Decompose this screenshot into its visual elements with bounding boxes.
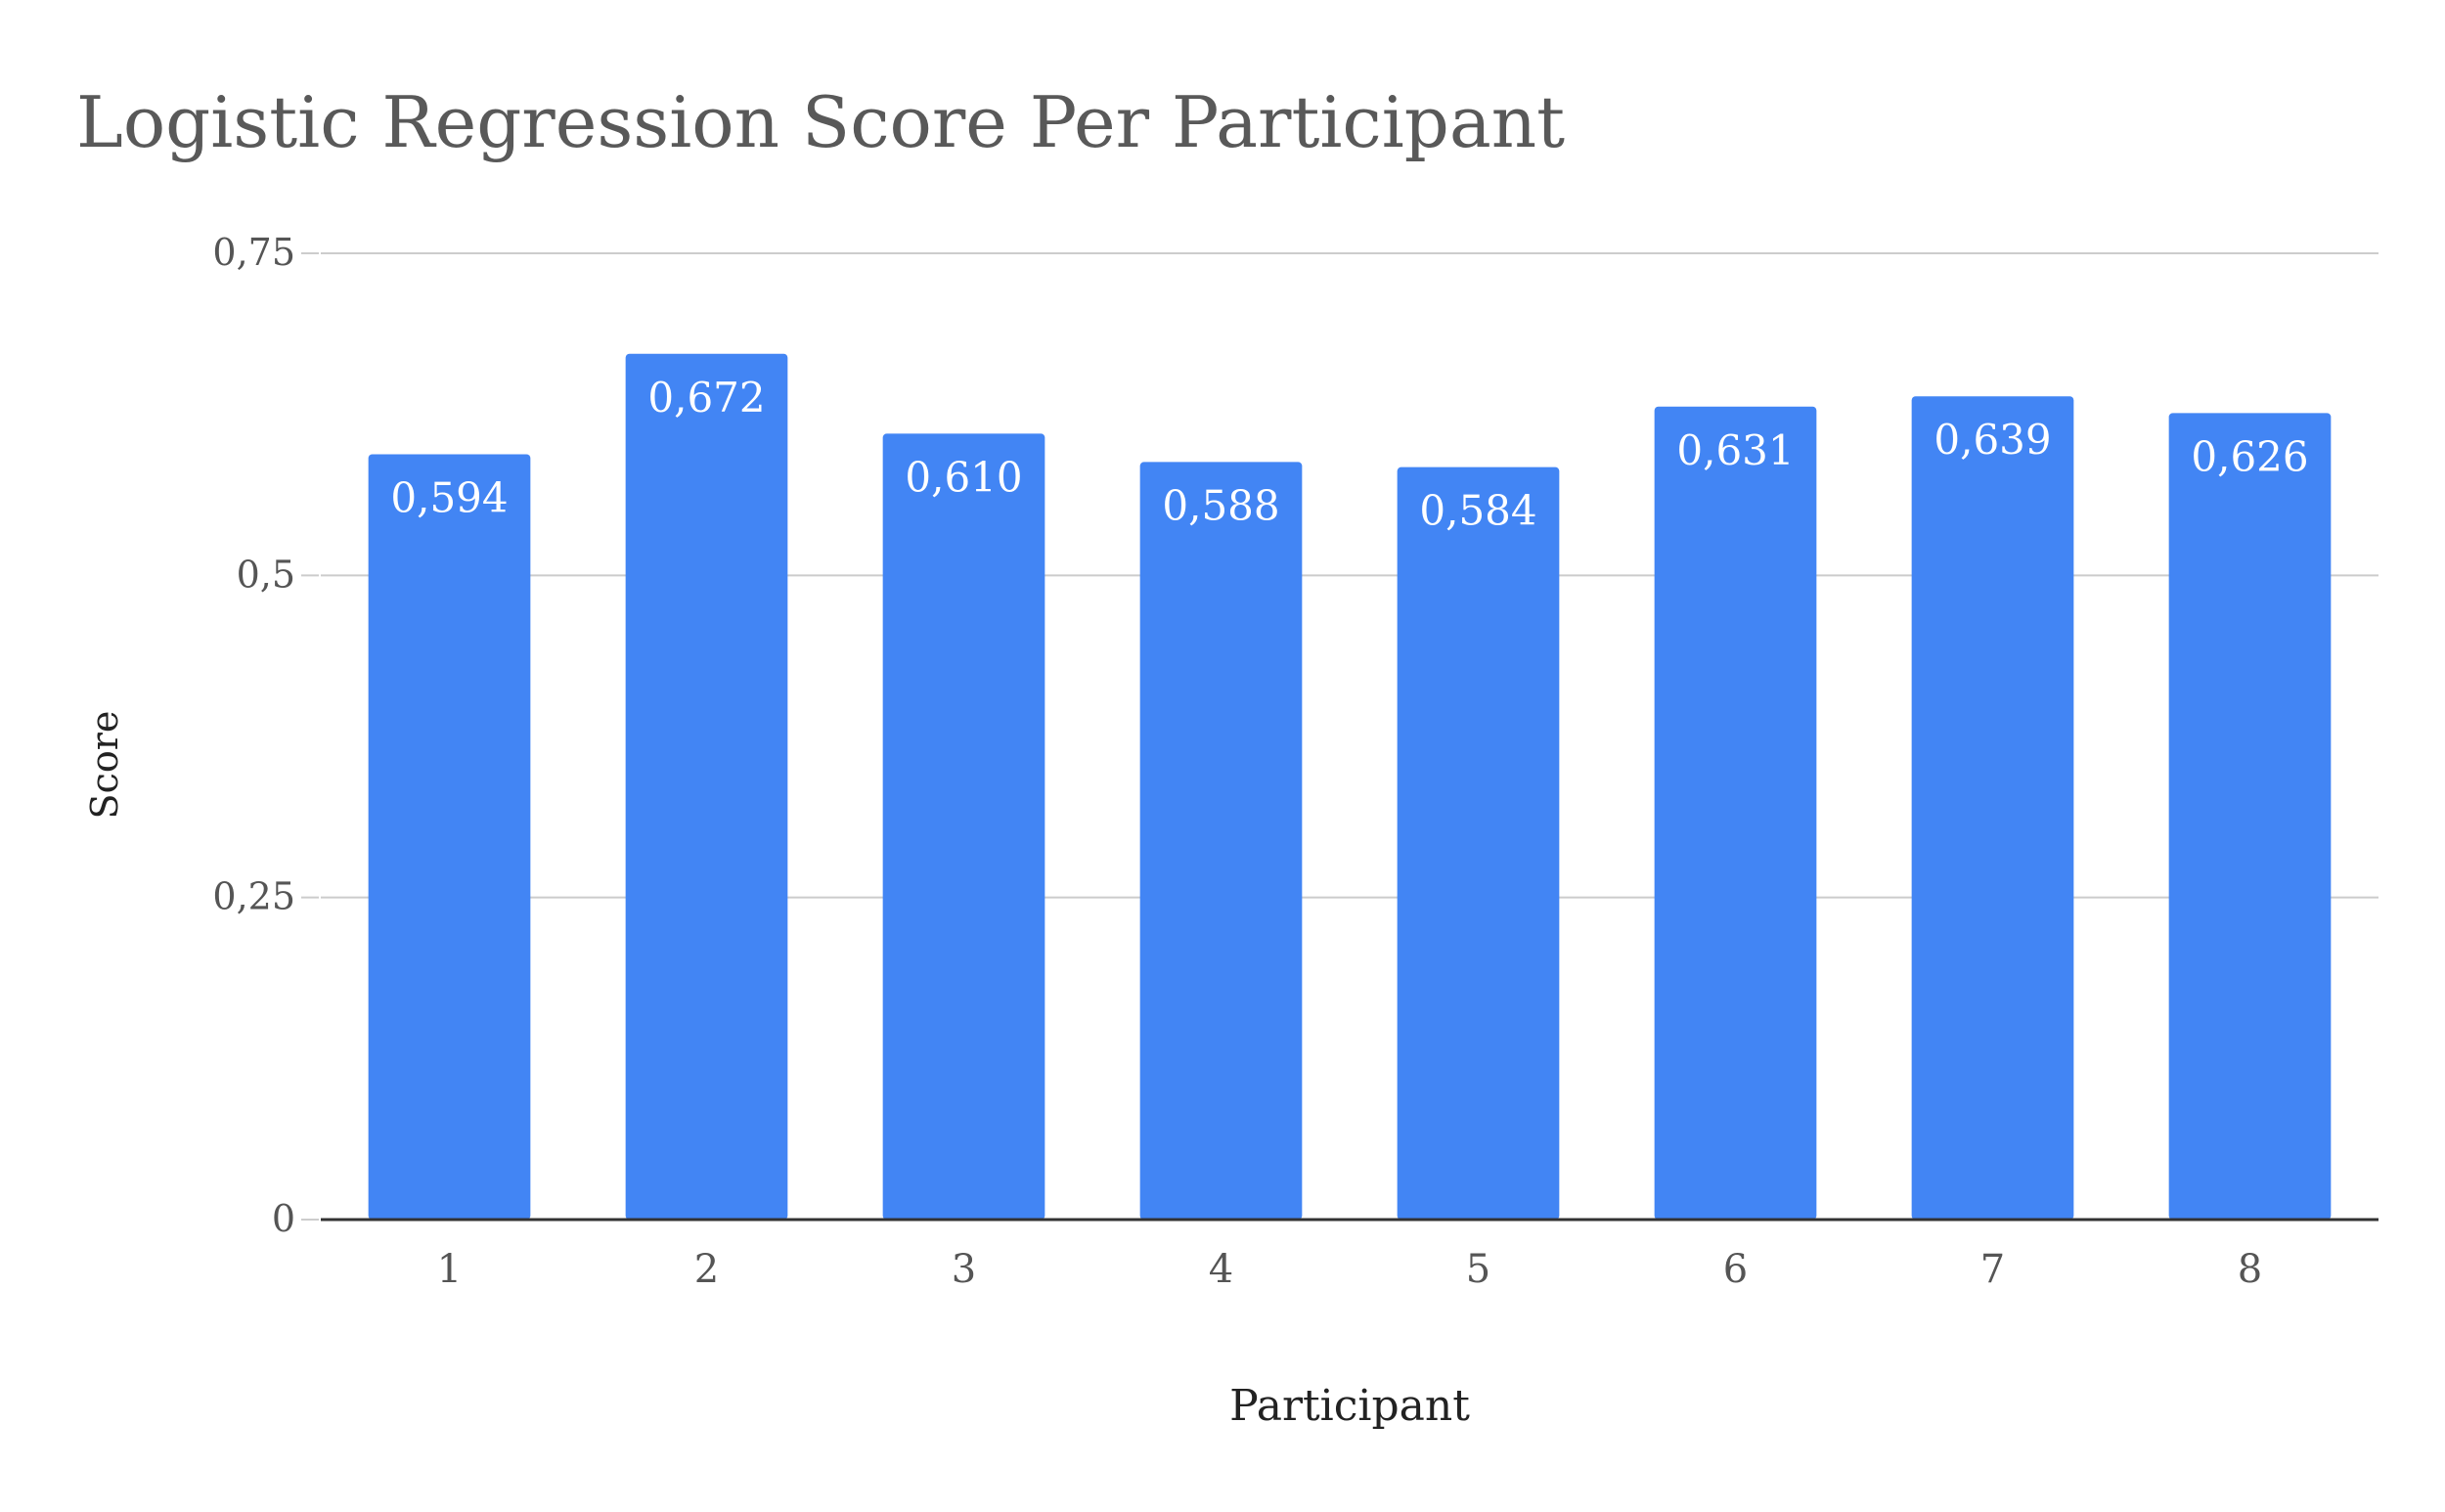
bar-value-label: 0,584	[1419, 487, 1536, 535]
x-tick-label: 3	[952, 1247, 976, 1292]
bar-participant-1	[368, 454, 531, 1220]
bar-value-label: 0,639	[1934, 416, 2051, 464]
bar-value-label: 0,626	[2191, 432, 2308, 480]
x-tick-label: 5	[1466, 1247, 1490, 1292]
bar-participant-7	[1911, 396, 2074, 1220]
x-tick-label: 4	[1209, 1247, 1233, 1292]
x-tick-label: 8	[2238, 1247, 2262, 1292]
bar-participant-2	[625, 353, 788, 1220]
bar-value-label: 0,610	[905, 453, 1022, 501]
bar-participant-3	[882, 433, 1045, 1221]
chart-title: Logistic Regression Score Per Participan…	[76, 81, 1565, 163]
bar-layer: 0,594 0,672 0,610 0,588 0,584 0,631 0,639 0,626	[368, 353, 2332, 1221]
bar-participant-6	[1654, 406, 1817, 1220]
bar-value-label: 0,594	[390, 474, 508, 522]
x-axis-title: Participant	[1229, 1381, 1470, 1431]
bar-value-label: 0,672	[647, 374, 765, 422]
bar-participant-8	[2168, 413, 2332, 1220]
y-tick-label: 0,25	[212, 875, 295, 918]
bar-value-label: 0,631	[1676, 426, 1794, 474]
y-tick-layer: 0 0,25 0,5 0,75	[212, 231, 319, 1240]
y-tick-label: 0	[272, 1197, 295, 1240]
bar-participant-5	[1397, 467, 1560, 1220]
x-tick-label: 1	[437, 1247, 462, 1292]
x-tick-label: 6	[1723, 1247, 1748, 1292]
x-tick-label: 2	[694, 1247, 719, 1292]
y-axis-title: Score	[83, 711, 126, 820]
y-tick-label: 0,5	[237, 553, 295, 596]
y-tick-label: 0,75	[212, 231, 295, 274]
bar-value-label: 0,588	[1162, 481, 1279, 529]
x-tick-label: 7	[1980, 1247, 2005, 1292]
bar-participant-4	[1139, 462, 1303, 1221]
x-tick-layer: 1 2 3 4 5 6 7 8	[437, 1247, 2262, 1292]
